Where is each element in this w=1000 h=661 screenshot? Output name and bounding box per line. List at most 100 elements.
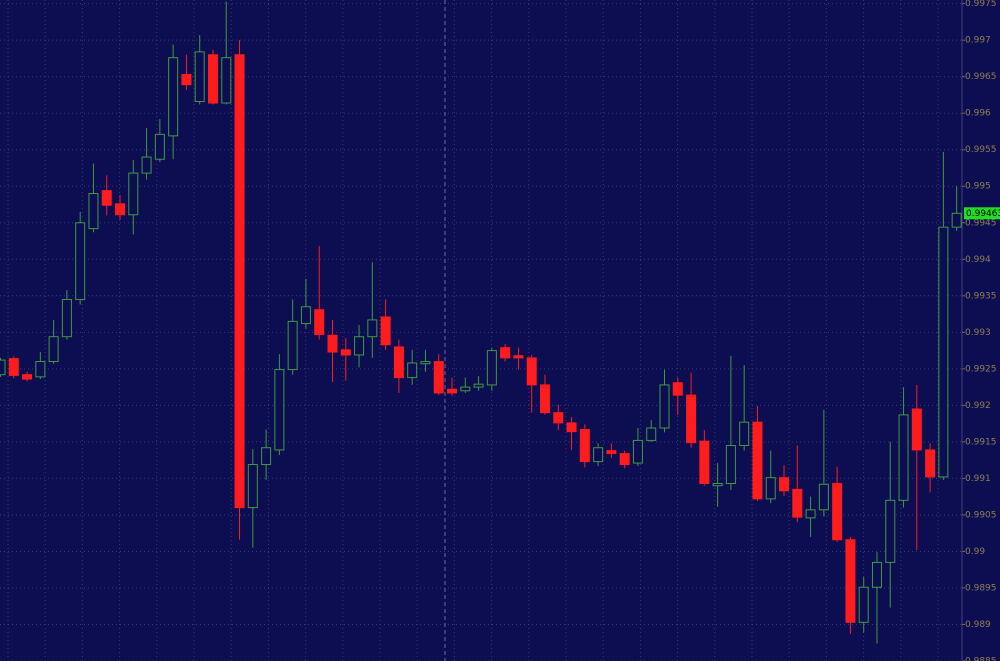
candle-body: [553, 412, 564, 424]
y-tick-label: 0.992: [965, 401, 991, 411]
candle-body: [460, 386, 471, 392]
candle-body: [712, 483, 723, 487]
candle-body: [327, 334, 338, 353]
y-tick-label: 0.996: [965, 109, 991, 119]
candle-body: [818, 483, 829, 511]
candle-body: [845, 539, 856, 623]
candle-body: [8, 358, 19, 376]
candle-body: [128, 172, 139, 216]
y-tick-label: 0.9975: [965, 0, 997, 9]
candle-body: [314, 309, 325, 336]
candle-body: [606, 450, 617, 455]
candle-body: [898, 414, 909, 501]
candle-body: [593, 447, 604, 463]
candle-body: [646, 427, 657, 441]
y-tick-label: 0.997: [965, 36, 991, 46]
candle-body: [858, 586, 869, 623]
candle-body: [168, 57, 179, 137]
candle-body: [513, 355, 524, 359]
candle-body: [48, 336, 59, 363]
candle-body: [473, 383, 484, 388]
candles: [0, 1, 962, 644]
candle-body: [699, 440, 710, 485]
candle-body: [75, 222, 86, 300]
candle-body: [274, 369, 285, 451]
price-axis: 0.99750.9970.99650.9960.99550.9950.99450…: [962, 0, 1000, 661]
candle-body: [194, 51, 205, 103]
y-tick-label: 0.9905: [965, 510, 997, 520]
candle-body: [579, 428, 590, 463]
candle-body: [805, 509, 816, 519]
candle-body: [234, 54, 245, 509]
candle-body: [300, 306, 311, 325]
y-tick-label: 0.9915: [965, 437, 997, 447]
y-tick-label: 0.99: [965, 547, 985, 557]
candle-body: [287, 320, 298, 371]
candle-body: [88, 193, 99, 230]
candle-body: [393, 346, 404, 379]
y-tick-label: 0.989: [965, 620, 991, 630]
candle-body: [792, 488, 803, 518]
candle-body: [22, 374, 33, 380]
candle-body: [207, 54, 218, 104]
candle-body: [526, 357, 537, 386]
candle-body: [925, 449, 936, 478]
y-tick-label: 0.995: [965, 182, 991, 192]
candle-body: [407, 362, 418, 379]
y-tick-label: 0.9895: [965, 583, 997, 593]
y-tick-label: 0.9945: [965, 218, 997, 228]
candle-body: [539, 384, 550, 414]
candle-body: [367, 319, 378, 338]
candle-body: [871, 561, 882, 588]
candle-body: [101, 190, 112, 206]
y-tick-label: 0.9955: [965, 145, 997, 155]
candle-body: [141, 156, 152, 174]
candle-body: [686, 394, 697, 444]
candle-body: [752, 421, 763, 500]
candle-body: [672, 382, 683, 396]
candle-body: [380, 316, 391, 346]
candle-body: [911, 408, 922, 451]
candle-body: [354, 336, 365, 356]
candle-body: [154, 133, 165, 160]
candle-body: [566, 422, 577, 433]
candle-body: [938, 226, 949, 478]
candle-body: [725, 445, 736, 485]
candle-body: [447, 388, 458, 394]
y-tick-label: 0.9935: [965, 291, 997, 301]
y-tick-label: 0.994: [965, 255, 991, 265]
y-tick-label: 0.991: [965, 474, 991, 484]
candle-body: [261, 447, 272, 466]
last-price-label: 0.99463: [966, 209, 1000, 219]
candle-body: [951, 212, 962, 228]
candle-body: [632, 439, 643, 464]
candle-body: [779, 477, 790, 492]
y-tick-label: 0.993: [965, 328, 991, 338]
candle-body: [61, 298, 72, 338]
y-tick-label: 0.9885: [965, 657, 997, 661]
candle-body: [181, 73, 192, 86]
candle-body: [221, 57, 232, 104]
candle-body: [115, 203, 126, 216]
candle-body: [0, 359, 6, 376]
last-price-box: [964, 207, 1000, 220]
candle-body: [832, 483, 843, 541]
candle-body: [765, 477, 776, 500]
grid: [0, 0, 962, 661]
candle-body: [486, 350, 497, 386]
candle-body: [340, 349, 351, 356]
candle-body: [500, 347, 511, 359]
candle-body: [35, 361, 46, 378]
candle-body: [739, 421, 750, 447]
candle-body: [420, 361, 431, 365]
candle-body: [619, 453, 630, 466]
y-tick-label: 0.9925: [965, 364, 997, 374]
candle-body: [433, 361, 444, 394]
candle-body: [885, 499, 896, 563]
candle-body: [247, 464, 258, 509]
candle-body: [659, 384, 670, 429]
y-tick-label: 0.9965: [965, 72, 997, 82]
